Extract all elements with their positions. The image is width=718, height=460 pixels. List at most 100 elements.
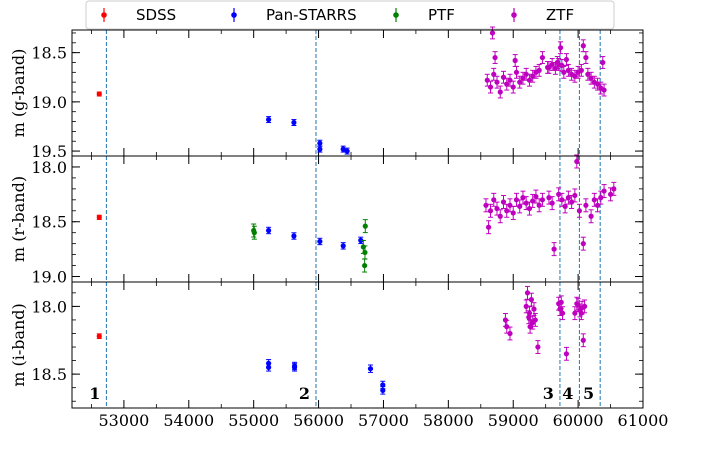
y-tick-label: 18.5: [31, 365, 67, 384]
panel-1: 18.5 19.0 19.5m (g-band): [9, 26, 644, 161]
data-point: [494, 205, 500, 212]
series-pan-starrs: [266, 226, 364, 250]
data-point: [588, 213, 594, 219]
x-tick-label: 60000: [553, 411, 604, 430]
data-point: [380, 387, 386, 393]
data-point: [601, 188, 607, 194]
data-point: [580, 43, 586, 49]
legend: SDSS Pan-STARRS PTF ZTF: [85, 0, 615, 30]
data-point: [266, 116, 272, 123]
data-point: [504, 324, 510, 330]
y-tick-label: 18.0: [31, 297, 67, 316]
data-point: [317, 146, 323, 152]
data-point: [362, 223, 368, 229]
data-point: [484, 77, 490, 83]
event-label: 1: [89, 384, 100, 403]
data-point: [266, 227, 272, 234]
data-point: [536, 202, 542, 208]
data-point: [96, 333, 102, 339]
event-label: 3: [543, 384, 554, 403]
data-point: [580, 241, 586, 247]
data-point: [539, 197, 546, 203]
data-point: [317, 140, 323, 146]
data-point: [523, 71, 529, 77]
panel-frame: [71, 281, 644, 409]
data-point: [520, 195, 526, 201]
data-point: [251, 230, 257, 236]
data-point: [569, 199, 575, 205]
data-point: [583, 202, 589, 208]
data-point: [563, 56, 570, 63]
x-tick-label: 57000: [358, 411, 409, 430]
legend-marker: [511, 12, 517, 18]
data-point: [539, 54, 546, 61]
data-point: [358, 237, 364, 243]
data-point: [500, 74, 507, 80]
legend-label: PTF: [428, 6, 455, 24]
data-point: [559, 310, 566, 316]
data-point: [507, 330, 513, 337]
data-point: [576, 208, 583, 214]
x-tick-label: 58000: [423, 411, 474, 430]
data-point: [546, 195, 552, 201]
data-point: [485, 224, 492, 230]
data-point: [536, 67, 542, 73]
data-point: [530, 73, 536, 79]
data-point: [344, 148, 350, 154]
data-point: [594, 202, 601, 208]
legend-label: Pan-STARRS: [266, 6, 357, 24]
y-tick-label: 18.0: [31, 158, 67, 177]
series-ztf: [502, 285, 588, 361]
x-tick-label: 56000: [293, 411, 344, 430]
series-ztf: [483, 154, 617, 257]
data-point: [520, 75, 526, 81]
y-tick-label: 19.0: [31, 93, 67, 112]
data-point: [572, 192, 578, 199]
data-point: [532, 317, 538, 323]
data-point: [607, 191, 614, 197]
data-point: [559, 197, 565, 203]
data-point: [96, 214, 102, 220]
x-tick-label: 54000: [163, 411, 214, 430]
y-axis-label: m (i-band): [9, 303, 28, 387]
data-point: [549, 61, 555, 68]
data-point: [561, 69, 567, 75]
data-point: [588, 75, 594, 81]
x-tick-label: 55000: [228, 411, 279, 430]
data-point: [512, 57, 518, 64]
data-point: [291, 233, 297, 239]
x-tick-label: 53000: [98, 411, 149, 430]
data-point: [517, 203, 523, 209]
data-point: [535, 344, 541, 350]
x-tick-label: 61000: [618, 411, 669, 430]
y-tick-label: 18.5: [31, 213, 67, 232]
x-tick-label: 59000: [488, 411, 539, 430]
data-point: [565, 67, 571, 73]
legend-marker: [393, 12, 399, 18]
panel-frame: [71, 29, 644, 157]
data-point: [491, 71, 497, 77]
data-point: [598, 195, 604, 201]
data-point: [340, 146, 346, 152]
data-point: [507, 77, 513, 83]
data-point: [362, 262, 368, 269]
data-point: [96, 91, 102, 97]
legend-marker: [231, 12, 237, 18]
data-point: [556, 191, 562, 197]
data-point: [557, 45, 564, 51]
data-point: [585, 71, 591, 77]
data-point: [530, 198, 536, 204]
data-point: [562, 203, 568, 209]
data-point: [591, 197, 597, 203]
series-sdss: [96, 214, 102, 220]
series-ptf: [251, 219, 368, 273]
data-point: [558, 299, 564, 305]
data-point: [492, 54, 498, 61]
series-sdss: [96, 91, 102, 97]
data-point: [510, 210, 516, 216]
event-label: 2: [299, 384, 310, 403]
legend-label: ZTF: [546, 6, 574, 24]
data-point: [594, 81, 601, 87]
data-point: [483, 202, 489, 208]
data-point: [524, 290, 531, 296]
